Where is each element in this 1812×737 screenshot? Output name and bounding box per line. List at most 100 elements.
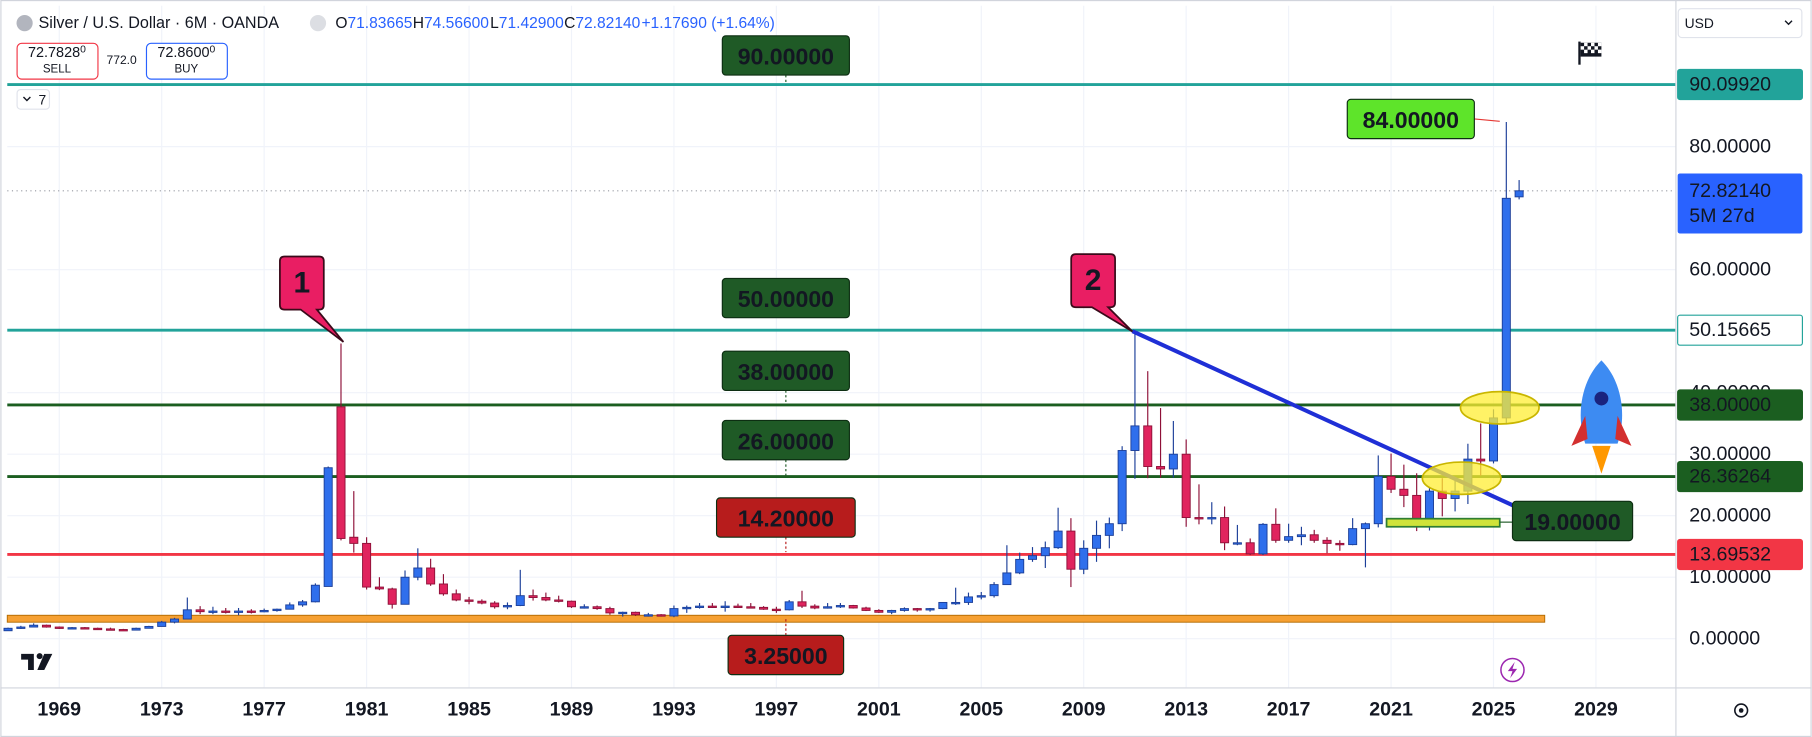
candle-body <box>784 601 794 611</box>
candle-body <box>29 624 39 628</box>
candle-body <box>16 626 26 629</box>
x-tick-label: 1989 <box>550 698 594 720</box>
x-tick-label: 1985 <box>447 698 491 720</box>
x-tick-label: 2021 <box>1369 698 1413 720</box>
candle-body <box>1501 197 1511 419</box>
candle-body <box>554 599 564 602</box>
symbol-title: Silver / U.S. Dollar · 6M · OANDA <box>38 14 279 32</box>
candle-body <box>259 609 269 613</box>
candle-body <box>1399 488 1409 496</box>
candle-body <box>1258 523 1268 555</box>
candle-body <box>1386 475 1396 490</box>
zone <box>6 614 1546 623</box>
ohlc-key: C <box>564 15 575 32</box>
level-tag <box>1677 389 1803 421</box>
ohlc-value: 71.83665 <box>347 15 412 32</box>
indicator-count: 7 <box>38 91 46 107</box>
x-tick-label: 2017 <box>1267 698 1311 720</box>
y-tick-label: 80.00000 <box>1689 136 1771 158</box>
candle-body <box>93 627 103 631</box>
candle-body <box>323 467 333 587</box>
annotation-box <box>1346 98 1475 140</box>
sell-button[interactable]: 72.78280 SELL <box>16 42 99 80</box>
candle-body <box>336 406 346 539</box>
candle-body <box>1296 534 1306 538</box>
callout-box <box>1070 253 1134 333</box>
buy-button[interactable]: 72.86000 BUY <box>145 42 228 80</box>
candle-body <box>387 588 397 605</box>
buy-price-main: 72.8600 <box>157 45 209 61</box>
x-tick-label: 2029 <box>1574 698 1618 720</box>
x-tick-label: 1977 <box>242 698 286 720</box>
callout-box <box>279 255 345 343</box>
candle-body <box>746 606 756 609</box>
candle-body <box>925 608 935 611</box>
candle-body <box>80 627 90 630</box>
candle-body <box>1066 530 1076 570</box>
change: +1.17690 (+1.64%) <box>641 15 774 32</box>
settings-button[interactable] <box>1734 703 1749 718</box>
candle-body <box>1309 534 1319 541</box>
highlight-ellipse <box>1421 461 1502 496</box>
candle-body <box>976 595 986 598</box>
candle-body <box>426 567 436 585</box>
annotation-box <box>1511 500 1634 542</box>
ohlc-value: 71.42900 <box>499 15 564 32</box>
y-tick-label: 20.00000 <box>1689 505 1771 527</box>
candle-body <box>1156 466 1166 470</box>
candle-body <box>502 605 512 608</box>
candle-body <box>643 614 653 617</box>
candle-body <box>682 606 692 610</box>
annotation-text: 26.00000 <box>738 428 834 454</box>
current-price-tag <box>1677 173 1803 234</box>
annotations: 90.00000 50.00000 38.00000 26.00000 14.20000… <box>279 35 1634 676</box>
candle-body <box>464 599 474 602</box>
candle-body <box>272 608 282 612</box>
level-tag <box>1677 68 1803 101</box>
x-tick-label: 2013 <box>1164 698 1208 720</box>
candle-body <box>105 628 115 631</box>
candle-body <box>490 602 500 608</box>
candle-body <box>1245 542 1255 555</box>
level-tag <box>1677 460 1803 493</box>
candle-body <box>170 618 180 623</box>
spread: 772.0 <box>106 53 137 67</box>
candle-body <box>810 605 820 609</box>
y-tick-label: 30.00000 <box>1689 443 1771 465</box>
candle-body <box>848 605 858 609</box>
candle-body <box>438 583 448 595</box>
time-axis <box>0 688 1812 737</box>
candle-body <box>1335 542 1345 546</box>
candle-body <box>963 596 973 603</box>
candle-body <box>1079 547 1089 570</box>
lightning-button[interactable] <box>1500 657 1525 683</box>
candle-body <box>1143 425 1153 467</box>
candle-body <box>720 605 730 608</box>
candle-body <box>1053 530 1063 549</box>
candle-body <box>67 627 77 630</box>
candle-body <box>362 542 372 588</box>
candle-body <box>605 608 615 614</box>
annotation-text: 3.25000 <box>744 643 827 669</box>
candle-body <box>1220 517 1230 544</box>
level-tag <box>1677 314 1803 346</box>
candle-body <box>579 606 589 609</box>
candle-body <box>1130 425 1140 451</box>
y-tick-label: 0.00000 <box>1689 628 1760 650</box>
annotation-text: 90.00000 <box>738 44 834 70</box>
candle-body <box>1271 523 1281 541</box>
indicators-toggle[interactable]: 7 <box>16 88 51 110</box>
sell-pip: 0 <box>80 44 86 55</box>
candle-body <box>3 627 13 632</box>
currency-select[interactable]: USD <box>1677 8 1803 39</box>
flag-icon <box>1578 41 1602 65</box>
candle-body <box>938 601 948 610</box>
candle-body <box>1104 523 1114 536</box>
level-tag-text: 26.36264 <box>1689 466 1771 488</box>
visibility-toggle[interactable] <box>309 15 327 32</box>
candle-body <box>208 610 218 613</box>
x-tick-label: 1981 <box>345 698 389 720</box>
candle-body <box>1207 517 1217 520</box>
candle-body <box>413 567 423 578</box>
